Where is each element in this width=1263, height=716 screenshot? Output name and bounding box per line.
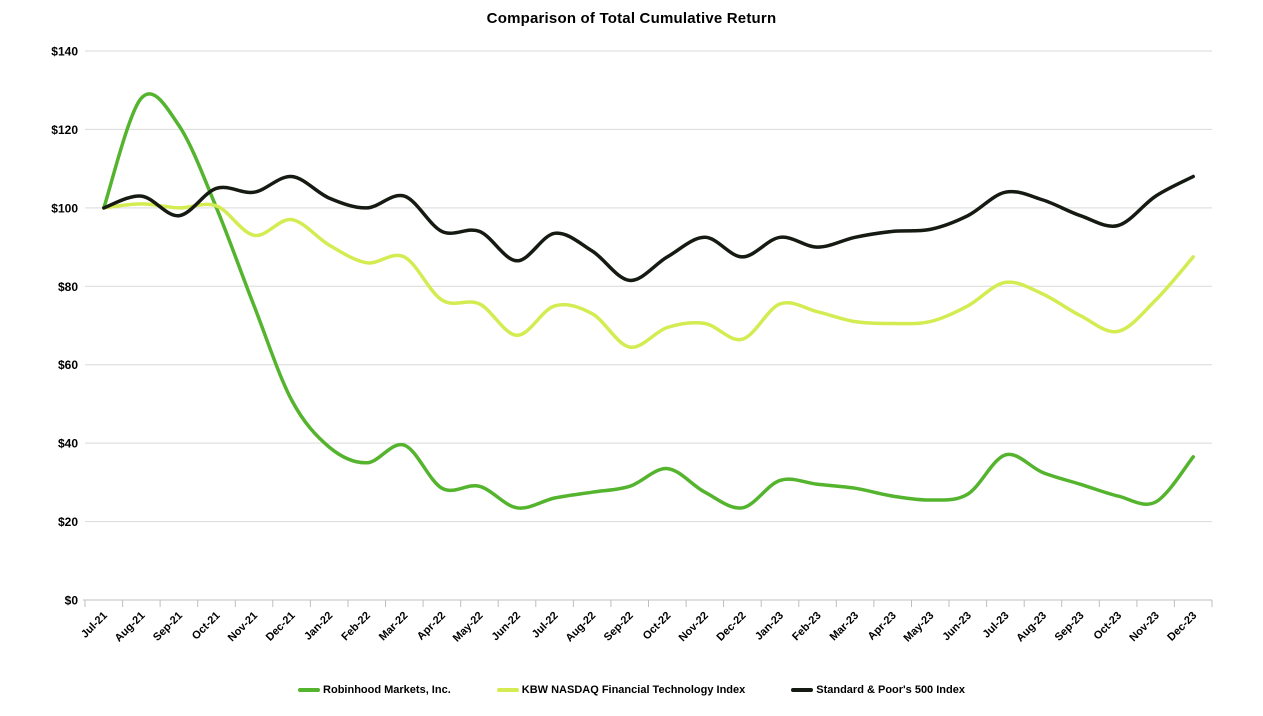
chart-legend: Robinhood Markets, Inc. KBW NASDAQ Financ… [0,684,1263,696]
x-axis-label-Sep-23: Sep-23 [1053,610,1087,644]
y-axis-label-40: $40 [58,437,78,451]
x-axis-label-May-23: May-23 [902,610,937,645]
x-axis-label-Jun-23: Jun-23 [940,610,974,644]
x-axis-label-Dec-23: Dec-23 [1165,610,1199,644]
legend-line-swatch-robinhood-markets-inc [298,688,321,692]
x-axis-label-Aug-22: Aug-22 [563,610,598,645]
y-axis-label-0: $0 [65,594,79,608]
legend-line-swatch-standard-poor-s-500-index [791,688,814,692]
series-line-kbw-nasdaq-financial-technology-index [102,202,1195,349]
x-axis-label-Aug-23: Aug-23 [1014,610,1049,645]
x-axis-label-Nov-22: Nov-22 [677,610,711,644]
x-axis-label-Dec-22: Dec-22 [715,610,749,644]
chart-title: Comparison of Total Cumulative Return [486,10,777,27]
x-axis-label-Apr-23: Apr-23 [866,610,899,643]
x-axis-label-Mar-23: Mar-23 [828,610,862,644]
series-line-robinhood-markets-inc [102,92,1195,510]
x-axis-label-Mar-22: Mar-22 [377,610,411,644]
x-axis-label-Nov-21: Nov-21 [226,610,260,644]
x-axis-label-May-22: May-22 [451,610,486,645]
y-axis-label-80: $80 [58,280,78,294]
x-axis-label-Jun-22: Jun-22 [490,610,524,644]
legend-line-swatch-kbw-nasdaq-financial-technology-index [496,688,519,692]
legend-label-robinhood-markets-inc: Robinhood Markets, Inc. [323,684,451,696]
y-axis-label-20: $20 [58,515,78,529]
y-axis-label-100: $100 [51,201,78,215]
legend-label-kbw-nasdaq-financial-technology-index: KBW NASDAQ Financial Technology Index [521,684,746,696]
series-line-standard-poor-s-500-index [102,174,1195,283]
x-axis-label-Nov-23: Nov-23 [1127,610,1161,644]
x-axis-label-Oct-23: Oct-23 [1092,610,1125,643]
y-axis-label-60: $60 [58,358,78,372]
x-axis-label-Aug-21: Aug-21 [113,610,148,645]
y-axis-label-120: $120 [51,123,78,137]
x-axis-label-Jul-22: Jul-22 [530,610,561,641]
x-axis-label-Feb-22: Feb-22 [339,610,373,644]
legend-item-robinhood-markets-inc: Robinhood Markets, Inc. [298,684,451,696]
legend-item-standard-poor-s-500-index: Standard & Poor's 500 Index [791,684,965,696]
x-axis-label-Dec-21: Dec-21 [264,610,298,644]
x-axis-label-Oct-22: Oct-22 [641,610,674,643]
x-axis-label-Jan-23: Jan-23 [753,610,786,643]
x-axis-label-Feb-23: Feb-23 [790,610,824,644]
y-axis-label-140: $140 [51,45,78,59]
x-axis-label-Jan-22: Jan-22 [302,610,335,643]
x-axis-label-Sep-21: Sep-21 [151,610,185,644]
x-axis-label-Apr-22: Apr-22 [415,610,448,643]
legend-label-standard-poor-s-500-index: Standard & Poor's 500 Index [816,684,965,696]
x-axis-label-Sep-22: Sep-22 [602,610,636,644]
legend-item-kbw-nasdaq-financial-technology-index: KBW NASDAQ Financial Technology Index [496,684,746,696]
x-axis-label-Jul-21: Jul-21 [79,610,110,641]
x-axis-label-Jul-23: Jul-23 [981,610,1012,641]
x-axis-label-Oct-21: Oct-21 [190,610,223,643]
